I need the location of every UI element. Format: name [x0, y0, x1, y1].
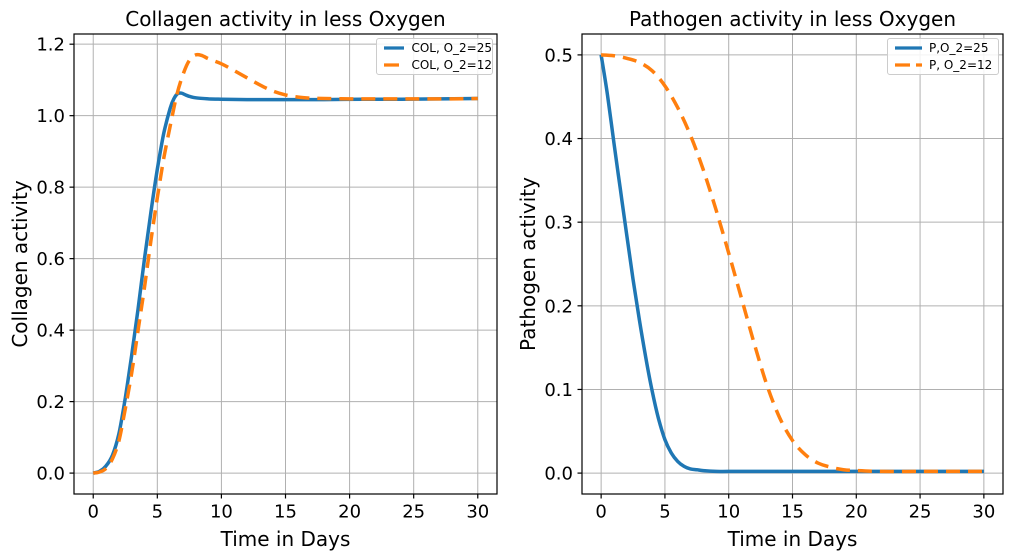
y-tick-label: 0.6 — [36, 249, 65, 270]
x-tick-label: 5 — [659, 502, 670, 523]
y-tick-label: 0.0 — [36, 464, 65, 485]
x-tick-label: 5 — [152, 502, 163, 523]
left-chart-title: Collagen activity in less Oxygen — [125, 7, 446, 31]
dashed-line-sample-icon — [384, 63, 405, 67]
x-tick-label: 25 — [402, 502, 425, 523]
y-tick-label: 1.0 — [36, 106, 65, 127]
left-chart-legend: COL, O_2=25 COL, O_2=12 — [376, 38, 493, 75]
legend-label: COL, O_2=12 — [411, 58, 492, 72]
series-path-1 — [92, 52, 478, 475]
y-tick-label: 1.2 — [36, 35, 65, 56]
x-tick-label: 15 — [274, 502, 297, 523]
x-tick-label: 30 — [466, 502, 489, 523]
y-tick-label: 0.8 — [36, 178, 65, 199]
dashed-line-sample-icon — [895, 63, 922, 67]
x-tick-label: 25 — [909, 502, 932, 523]
y-tick-label: 0.2 — [544, 296, 573, 317]
series-path-1 — [601, 53, 984, 474]
solid-line-sample-icon — [384, 46, 405, 50]
y-tick-label: 0.3 — [544, 213, 573, 234]
series-path-0 — [599, 54, 984, 474]
legend-entry: COL, O_2=25 — [384, 40, 492, 57]
left-x-axis-label: Time in Days — [220, 527, 351, 551]
legend-entry: COL, O_2=12 — [384, 57, 492, 74]
legend-label: P, O_2=12 — [929, 58, 993, 72]
y-tick-label: 0.0 — [544, 464, 573, 485]
legend-label: P,O_2=25 — [929, 41, 989, 55]
right-chart-title: Pathogen activity in less Oxygen — [628, 7, 957, 31]
y-tick-label: 0.5 — [544, 45, 573, 66]
legend-entry: P, O_2=12 — [895, 57, 998, 74]
x-tick-label: 30 — [972, 502, 995, 523]
x-tick-label: 10 — [210, 502, 233, 523]
right-chart-legend: P,O_2=25 P, O_2=12 — [887, 38, 999, 75]
legend-entry: P,O_2=25 — [895, 40, 998, 57]
y-tick-label: 0.4 — [36, 321, 65, 342]
x-tick-label: 10 — [717, 502, 740, 523]
y-tick-label: 0.1 — [544, 380, 573, 401]
x-tick-label: 0 — [88, 502, 99, 523]
x-tick-label: 20 — [338, 502, 361, 523]
left-y-axis-label: Collagen activity — [8, 180, 32, 348]
y-tick-label: 0.4 — [544, 129, 573, 150]
y-tick-label: 0.2 — [36, 392, 65, 413]
solid-line-sample-icon — [895, 46, 922, 50]
legend-label: COL, O_2=25 — [411, 41, 492, 55]
x-tick-label: 20 — [845, 502, 868, 523]
x-tick-label: 0 — [595, 502, 606, 523]
right-x-axis-label: Time in Days — [727, 527, 858, 551]
x-tick-label: 15 — [781, 502, 804, 523]
right-y-axis-label: Pathogen activity — [516, 177, 540, 351]
